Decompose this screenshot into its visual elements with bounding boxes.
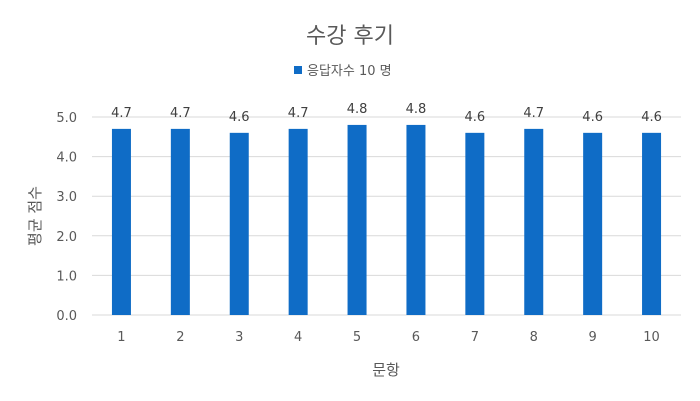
chart-title: 수강 후기 — [306, 24, 394, 49]
y-tick-label: 3.0 — [56, 190, 77, 205]
data-label: 4.7 — [288, 106, 309, 121]
x-axis-label: 문항 — [372, 361, 400, 379]
y-tick-label: 1.0 — [56, 269, 77, 284]
y-tick-label: 4.0 — [56, 151, 77, 166]
y-tick-label: 0.0 — [56, 309, 77, 324]
x-tick-label: 10 — [643, 330, 660, 345]
legend: 응답자수 10 명 — [294, 64, 392, 79]
bar — [524, 128, 544, 315]
bar — [229, 132, 249, 315]
bar — [347, 124, 367, 315]
bar — [406, 124, 426, 315]
bar — [111, 128, 131, 315]
data-label: 4.7 — [523, 106, 544, 121]
data-label: 4.7 — [170, 106, 191, 121]
legend-swatch — [294, 66, 302, 74]
data-label: 4.7 — [111, 106, 132, 121]
data-label: 4.6 — [641, 110, 662, 125]
x-tick-label: 4 — [294, 330, 302, 345]
data-label: 4.6 — [582, 110, 603, 125]
data-label: 4.8 — [347, 102, 368, 117]
y-axis-label: 평균 점수 — [26, 186, 44, 246]
x-tick-label: 6 — [412, 330, 420, 345]
bar — [465, 132, 485, 315]
data-label: 4.6 — [229, 110, 250, 125]
y-tick-label: 5.0 — [56, 111, 77, 126]
x-tick-label: 5 — [353, 330, 361, 345]
y-tick-label: 2.0 — [56, 230, 77, 245]
legend-label: 응답자수 10 명 — [307, 64, 392, 79]
x-tick-label: 2 — [176, 330, 184, 345]
x-tick-label: 9 — [589, 330, 597, 345]
bar — [288, 128, 308, 315]
x-tick-label: 7 — [471, 330, 479, 345]
bar — [170, 128, 190, 315]
data-label: 4.6 — [465, 110, 486, 125]
x-tick-label: 8 — [530, 330, 538, 345]
data-label: 4.8 — [406, 102, 427, 117]
x-tick-label: 1 — [117, 330, 125, 345]
x-tick-label: 3 — [235, 330, 243, 345]
bar — [583, 132, 603, 315]
bar — [642, 132, 662, 315]
